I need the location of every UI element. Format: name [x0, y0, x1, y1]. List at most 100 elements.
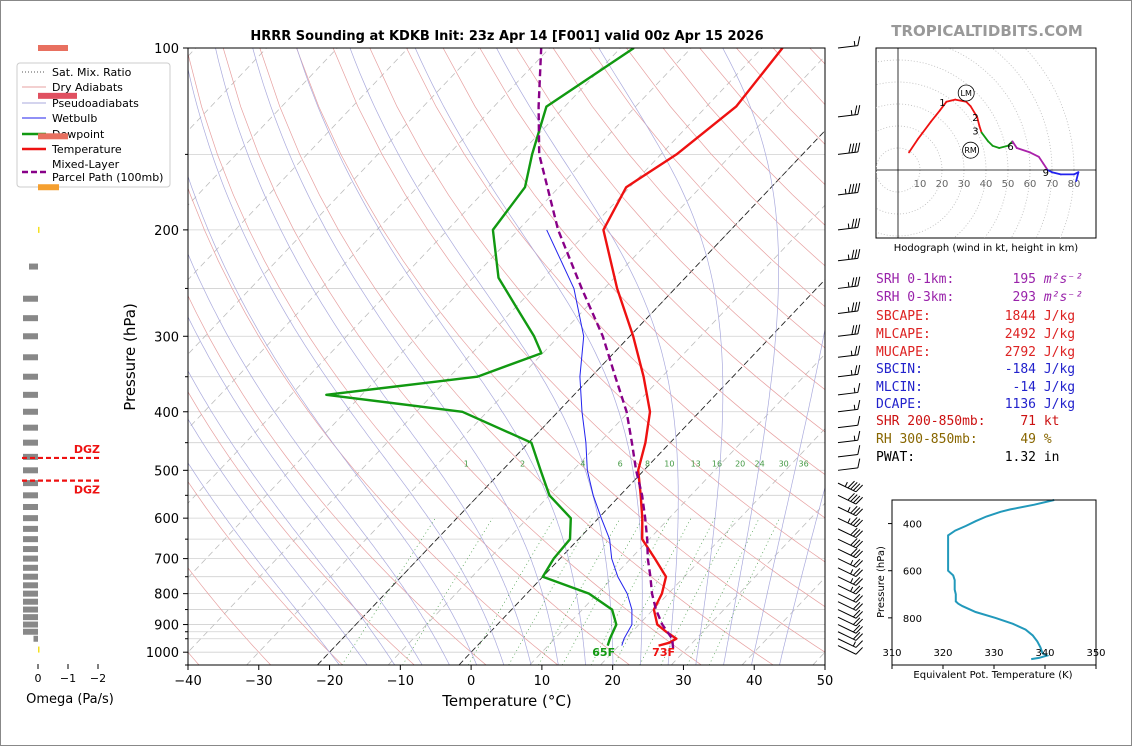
y-tick-label: 300	[154, 330, 179, 345]
wind-barb-full	[852, 617, 861, 625]
omega-bar	[23, 467, 38, 474]
hodograph-segment	[998, 144, 1009, 149]
omega-bar	[23, 546, 38, 553]
wind-barb-full	[852, 507, 861, 515]
moist-adiabat	[349, 48, 614, 665]
wind-barb-half	[847, 307, 850, 313]
wind-barb-half	[847, 254, 850, 260]
omega-bar	[23, 515, 38, 522]
wind-barb-staff	[837, 584, 857, 595]
omega-x-tick-label: −1	[60, 672, 76, 685]
stat-unit: J/kg	[1043, 397, 1076, 412]
hodograph-ring-label: 10	[914, 179, 927, 190]
omega-bar	[23, 598, 38, 605]
legend-label-wetbulb: Wetbulb	[52, 112, 97, 125]
mixing-ratio-label: 6	[618, 459, 623, 468]
wind-barb	[837, 527, 863, 539]
wind-barb-full	[852, 624, 861, 633]
omega-bar	[23, 391, 38, 398]
wind-barb-staff	[837, 528, 857, 539]
wind-barb-staff	[837, 333, 858, 337]
wind-barb-staff	[837, 257, 858, 262]
wind-barb	[837, 638, 863, 648]
wind-barb-full	[850, 517, 858, 525]
stat-label: PWAT:	[876, 450, 916, 465]
stat-unit: m²s⁻²	[1043, 272, 1083, 287]
mixing-ratio-label: 2	[520, 459, 525, 468]
wind-barb-full	[855, 626, 863, 634]
stat-unit: J/kg	[1043, 380, 1076, 395]
wind-barb	[837, 576, 863, 586]
dry-adiabat	[188, 481, 343, 665]
stat-label: MUCAPE:	[876, 345, 931, 360]
wind-barb	[837, 558, 863, 568]
omega-bar	[38, 226, 40, 233]
wind-barb-staff	[837, 548, 857, 559]
wind-barb-full	[855, 540, 863, 549]
hodograph-ring-label: 30	[958, 179, 971, 190]
hodograph-segment	[938, 100, 948, 112]
stat-unit: J/kg	[1043, 309, 1076, 324]
wind-barb-full	[854, 105, 858, 115]
mixing-ratio-label: 1	[464, 459, 469, 468]
wind-barb	[837, 276, 861, 289]
x-tick-label: 30	[675, 674, 692, 689]
wind-barb-full	[852, 576, 861, 585]
wind-barb-staff	[837, 631, 857, 641]
stat-value: 49	[1020, 432, 1036, 447]
omega-bar	[38, 45, 68, 51]
omega-bar	[23, 555, 38, 562]
moist-adiabat	[722, 48, 779, 665]
omega-bar	[23, 333, 38, 340]
hodograph-caption: Hodograph (wind in kt, height in km)	[894, 243, 1079, 254]
omega-bar	[23, 573, 38, 580]
wind-barb	[837, 631, 863, 641]
stat-row-dcape: DCAPE: 1136 J/kg	[876, 397, 1075, 412]
omega-x-label: Omega (Pa/s)	[26, 692, 114, 707]
profile-dewpoint	[325, 48, 635, 646]
wind-barb	[837, 415, 861, 429]
omega-bar	[23, 628, 38, 635]
wind-barb-staff	[837, 373, 858, 378]
moist-adiabat	[215, 48, 532, 665]
wind-barb-full	[855, 530, 863, 538]
omega-x-tick-label: −2	[90, 672, 106, 685]
isotherm	[600, 428, 825, 665]
wind-barb-full	[852, 495, 861, 504]
theta-e-frame	[891, 499, 1097, 666]
wind-barb-full	[857, 301, 861, 312]
omega-bar	[23, 536, 38, 543]
wind-barb-half	[853, 435, 856, 441]
wind-barb-full	[851, 183, 855, 194]
hodograph-storm-motion-label: LM	[961, 89, 972, 98]
dry-adiabat	[406, 48, 825, 519]
wind-barb-half	[847, 507, 851, 512]
hodograph-segment	[1029, 151, 1040, 158]
wind-barb-staff	[837, 538, 857, 549]
theta-e-x-tick-label: 340	[1035, 648, 1054, 659]
hodograph-storm-motion-marker	[957, 84, 975, 102]
omega-bar	[23, 453, 38, 460]
dgz-label: DGZ	[74, 443, 100, 456]
legend-label-pseudoadiabat: Pseudoadiabats	[52, 97, 139, 110]
stat-row-mlcin: MLCIN: -14 J/kg	[876, 380, 1075, 395]
wind-barb-staff	[837, 151, 858, 155]
minus20-isotherm	[317, 130, 825, 665]
wind-barb-full	[854, 249, 858, 259]
stat-row-mlcape: MLCAPE: 2492 J/kg	[876, 327, 1075, 342]
stat-value: 195	[1012, 272, 1036, 287]
wind-barb-full	[852, 609, 861, 618]
wind-barb-full	[857, 183, 861, 193]
watermark: TROPICALTIDBITS.COM	[891, 22, 1083, 40]
wind-barb-full	[857, 430, 861, 441]
hodograph-segment	[1007, 140, 1014, 147]
hodograph-frame	[875, 47, 1097, 239]
omega-bar	[23, 590, 38, 597]
wind-barb-full	[857, 458, 861, 469]
wind-barb-full	[855, 496, 863, 505]
wind-barb	[837, 517, 863, 528]
omega-bar	[23, 354, 38, 361]
hodograph-ring-label: 70	[1046, 179, 1059, 190]
wind-barb	[837, 383, 861, 396]
wind-barb-half	[844, 481, 848, 487]
